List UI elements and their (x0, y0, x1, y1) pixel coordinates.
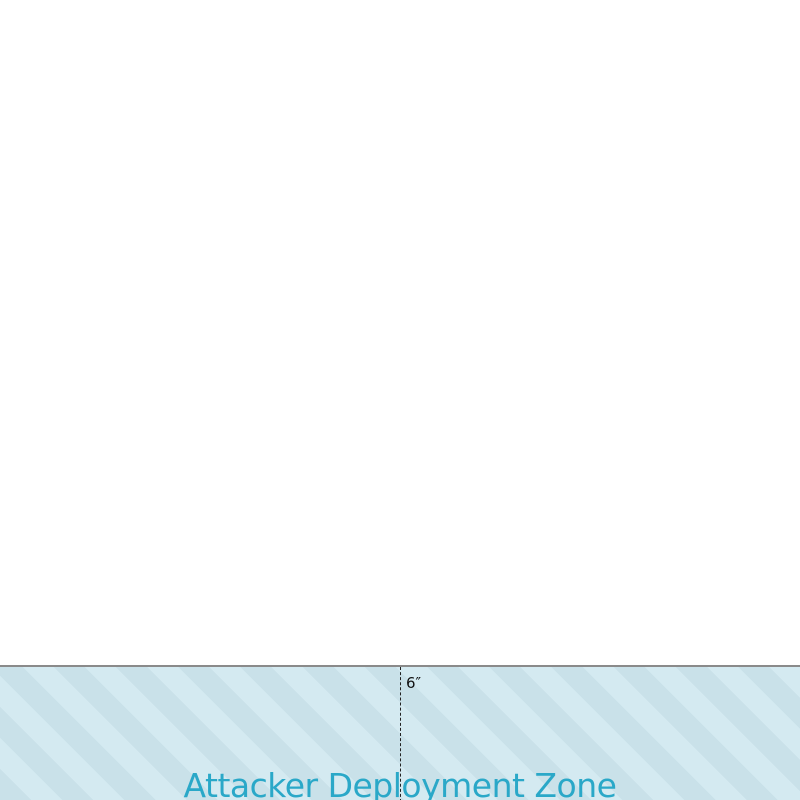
zone-title: Attacker Deployment Zone (183, 766, 617, 800)
attacker-deployment-zone: 6″ Attacker Deployment Zone (0, 665, 800, 800)
zone-depth-measure-line (400, 667, 401, 800)
zone-depth-label: 6″ (406, 674, 422, 692)
